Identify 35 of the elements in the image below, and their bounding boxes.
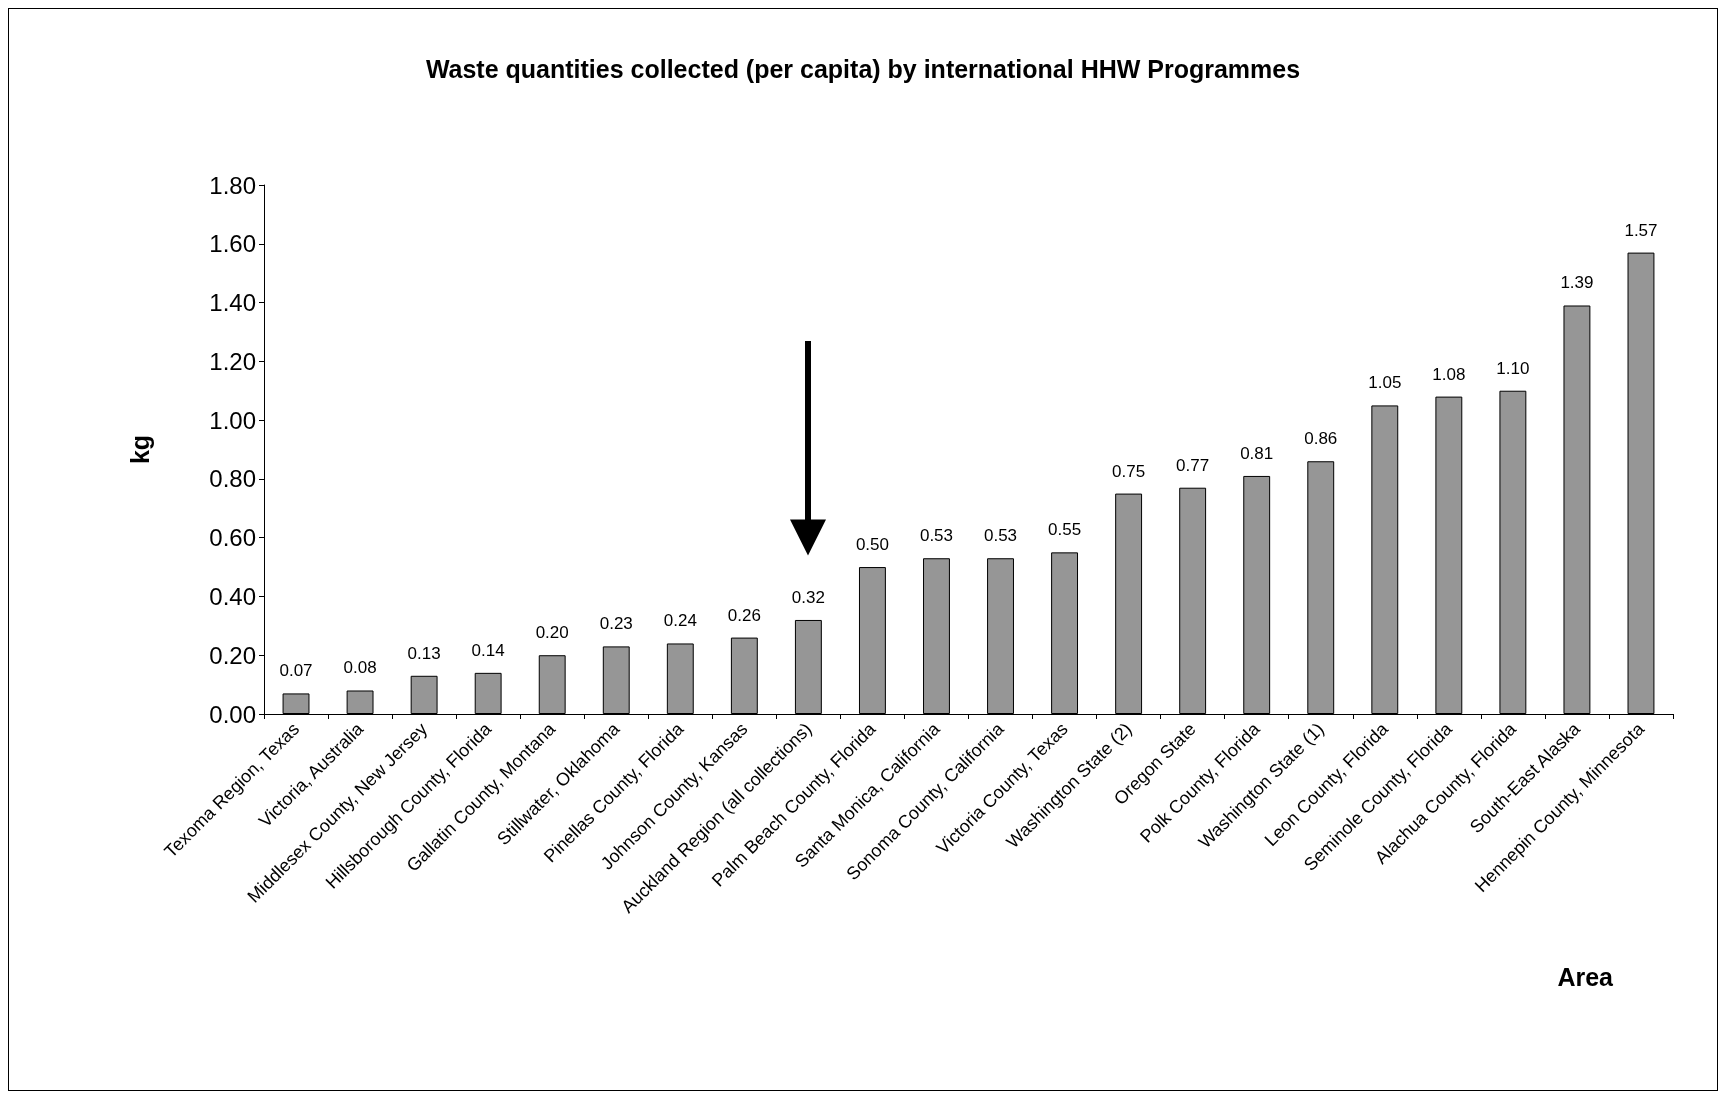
data-label: 1.08 <box>1432 364 1466 384</box>
data-label: 1.57 <box>1624 220 1658 240</box>
data-label: 0.20 <box>535 623 569 643</box>
data-label: 0.13 <box>407 643 441 663</box>
y-tick-label: 1.00 <box>209 406 256 434</box>
data-label: 0.77 <box>1176 455 1210 475</box>
data-label: 0.53 <box>983 526 1018 546</box>
y-tick-label: 0.20 <box>209 641 256 669</box>
data-label: 0.23 <box>599 614 633 634</box>
data-label: 0.26 <box>727 605 761 625</box>
data-label: 0.86 <box>1304 429 1338 449</box>
x-axis-title: Area <box>1557 962 1615 991</box>
y-tick-label: 1.40 <box>209 289 256 317</box>
data-label: 0.07 <box>279 661 313 681</box>
data-label: 1.39 <box>1560 273 1594 293</box>
y-tick-label: 0.80 <box>209 465 256 493</box>
y-tick-label: 0.00 <box>209 700 256 728</box>
data-label: 0.08 <box>343 658 377 678</box>
data-label: 1.10 <box>1496 358 1530 378</box>
y-axis-title: kg <box>125 434 154 465</box>
data-label: 0.81 <box>1240 443 1274 463</box>
y-tick-label: 1.20 <box>209 347 256 375</box>
y-tick-label: 0.60 <box>209 524 256 552</box>
y-tick-label: 0.40 <box>209 582 256 610</box>
data-label: 0.75 <box>1112 461 1146 481</box>
y-tick-label: 1.80 <box>209 171 256 199</box>
y-tick-label: 1.60 <box>209 230 256 258</box>
data-label: 0.24 <box>663 611 697 631</box>
data-label: 0.50 <box>855 535 889 555</box>
data-label: 0.32 <box>791 587 825 607</box>
data-label: 1.05 <box>1368 373 1402 393</box>
chart-title: Waste quantities collected (per capita) by international HHW Programmes <box>425 54 1301 83</box>
data-label: 0.14 <box>471 640 505 660</box>
data-label: 0.55 <box>1048 520 1082 540</box>
data-label: 0.53 <box>919 526 954 546</box>
